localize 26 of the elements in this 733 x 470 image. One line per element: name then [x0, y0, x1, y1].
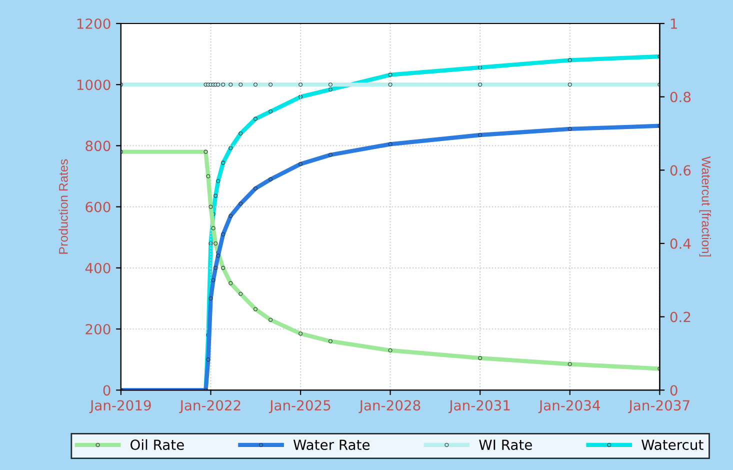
x-tick-label: Jan-2031 [448, 400, 510, 414]
y-axis-title: Production Rates [58, 159, 68, 254]
y2-tick-label: 1 [670, 18, 677, 29]
y2-axis-title: Watercut [fraction] [699, 156, 711, 256]
legend-label: Oil Rate [130, 439, 184, 450]
legend-label: Watercut [642, 440, 704, 450]
y2-tick-label: 0.6 [670, 165, 691, 176]
y-tick-label: 400 [85, 262, 110, 274]
y2-tick-label: 0.2 [670, 312, 690, 322]
x-tick-label: Jan-2028 [358, 400, 420, 414]
y2-tick-label: 0.4 [670, 238, 691, 249]
x-tick-label: Jan-2034 [538, 400, 600, 414]
y-tick-label: 0 [103, 385, 110, 396]
legend-label: Water Rate [293, 440, 370, 450]
x-tick-label: Jan-2022 [179, 400, 240, 414]
y-tick-label: 800 [86, 140, 110, 152]
y2-tick-label: 0.8 [670, 92, 691, 102]
legend-label: WI Rate [479, 440, 532, 450]
x-tick-label: Jan-2019 [89, 400, 151, 414]
y-tick-label: 600 [86, 202, 110, 212]
y-tick-label: 1200 [77, 18, 110, 29]
x-tick-label: Jan-2037 [628, 400, 690, 414]
y-tick-label: 200 [86, 324, 110, 334]
y2-tick-label: 0 [670, 385, 678, 396]
y-tick-label: 1000 [77, 80, 110, 90]
x-tick-label: Jan-2025 [268, 400, 330, 414]
